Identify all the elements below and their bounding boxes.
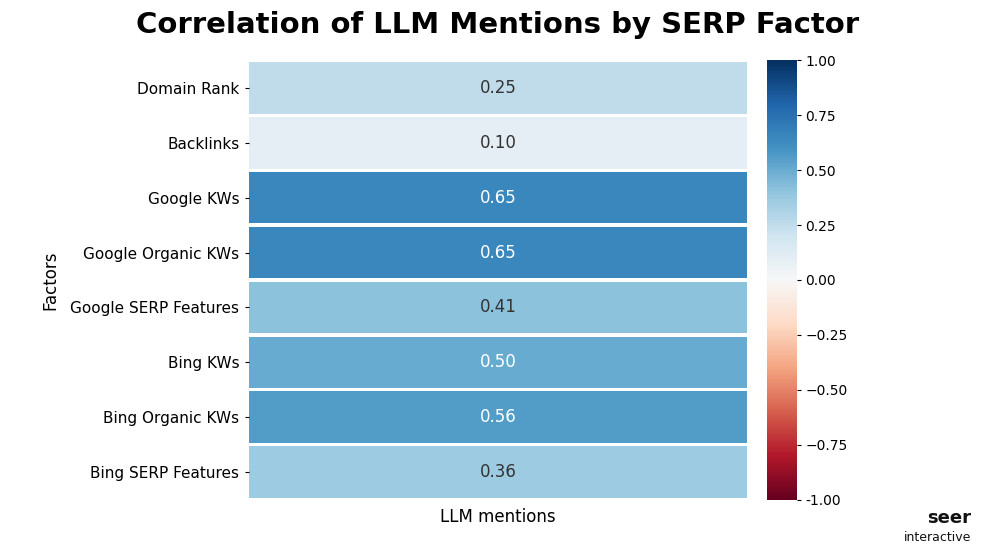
Text: 0.25: 0.25	[479, 79, 517, 97]
Text: seer: seer	[927, 509, 971, 527]
Text: 0.50: 0.50	[480, 354, 516, 371]
X-axis label: LLM mentions: LLM mentions	[440, 508, 556, 526]
Text: 0.65: 0.65	[480, 189, 516, 206]
Bar	[249, 172, 747, 223]
Text: 0.41: 0.41	[479, 299, 517, 316]
Bar	[249, 282, 747, 333]
Bar	[249, 117, 747, 169]
Text: 0.36: 0.36	[479, 463, 517, 481]
Text: interactive: interactive	[903, 530, 971, 544]
Text: 0.65: 0.65	[480, 244, 516, 261]
Bar	[249, 337, 747, 388]
Bar	[249, 62, 747, 114]
Text: 0.56: 0.56	[480, 408, 516, 426]
Y-axis label: Factors: Factors	[41, 250, 59, 310]
Bar	[249, 446, 747, 498]
Text: 0.10: 0.10	[479, 134, 517, 152]
Text: Correlation of LLM Mentions by SERP Factor: Correlation of LLM Mentions by SERP Fact…	[136, 11, 860, 39]
Bar	[249, 227, 747, 278]
Bar	[249, 391, 747, 443]
